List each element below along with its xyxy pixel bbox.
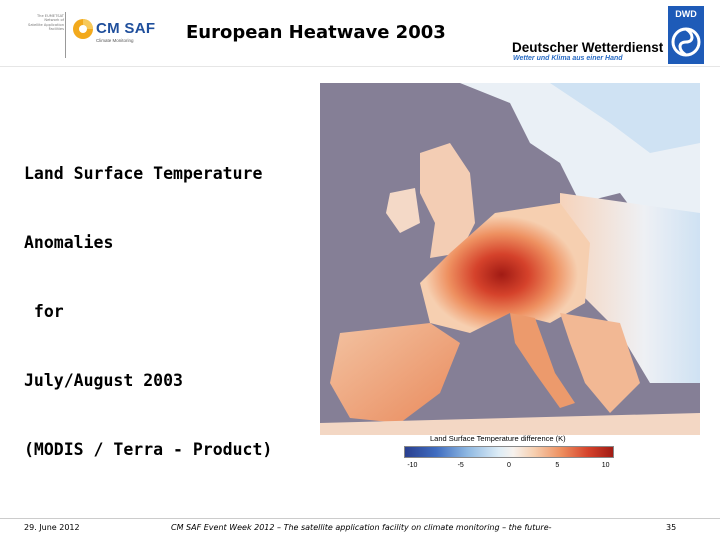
description-line-5: (MODIS / Terra - Product) xyxy=(24,440,273,459)
slide-title: European Heatwave 2003 xyxy=(186,22,446,43)
legend-ticks: -10 -5 0 5 10 xyxy=(404,462,614,472)
cmsaf-name: CM SAF xyxy=(96,20,156,37)
cmsaf-subtitle: Climate Monitoring xyxy=(96,38,134,43)
description-line-4: July/August 2003 xyxy=(24,371,183,390)
page-number: 35 xyxy=(666,523,677,532)
dwd-emblem-icon: DWD xyxy=(668,6,704,64)
description-line-3: for xyxy=(24,302,64,321)
description-line-1: Land Surface Temperature xyxy=(24,164,263,183)
legend-tick: 5 xyxy=(555,462,560,469)
legend-tick: -5 xyxy=(457,462,464,469)
footer-divider xyxy=(0,518,720,519)
header-divider xyxy=(0,66,720,67)
logo-divider xyxy=(65,12,66,58)
cmsaf-mark-icon xyxy=(73,19,93,39)
dwd-tagline: Wetter und Klima aus einer Hand xyxy=(513,55,623,62)
europe-map-image xyxy=(320,83,700,435)
legend-tick: -10 xyxy=(407,462,418,469)
eumetsat-line-4: Facilities xyxy=(48,27,64,32)
dwd-name: Deutscher Wetterdienst xyxy=(512,40,664,55)
legend-color-bar xyxy=(404,446,614,458)
legend-tick: 0 xyxy=(507,462,511,469)
eumetsat-line-1: The EUMETSAT xyxy=(36,14,64,18)
lst-anomaly-map xyxy=(320,83,700,435)
color-legend: Land Surface Temperature difference (K) … xyxy=(400,432,620,476)
cmsaf-logo: The EUMETSAT Network of Satellite Applic… xyxy=(18,12,158,60)
footer-date: 29. June 2012 xyxy=(24,523,80,532)
legend-title: Land Surface Temperature difference (K) xyxy=(430,434,566,443)
description-line-2: Anomalies xyxy=(24,233,114,252)
eumetsat-line-2: Network of xyxy=(44,18,64,23)
footer-event: CM SAF Event Week 2012 – The satellite a… xyxy=(171,523,552,532)
eumetsat-line-3: Satellite Application xyxy=(28,22,64,27)
figure-description: Land Surface Temperature Anomalies for J… xyxy=(24,116,314,484)
eumetsat-network-text: The EUMETSAT Network of Satellite Applic… xyxy=(18,14,64,32)
legend-tick: 10 xyxy=(601,462,610,469)
dwd-emblem-text: DWD xyxy=(675,9,697,19)
